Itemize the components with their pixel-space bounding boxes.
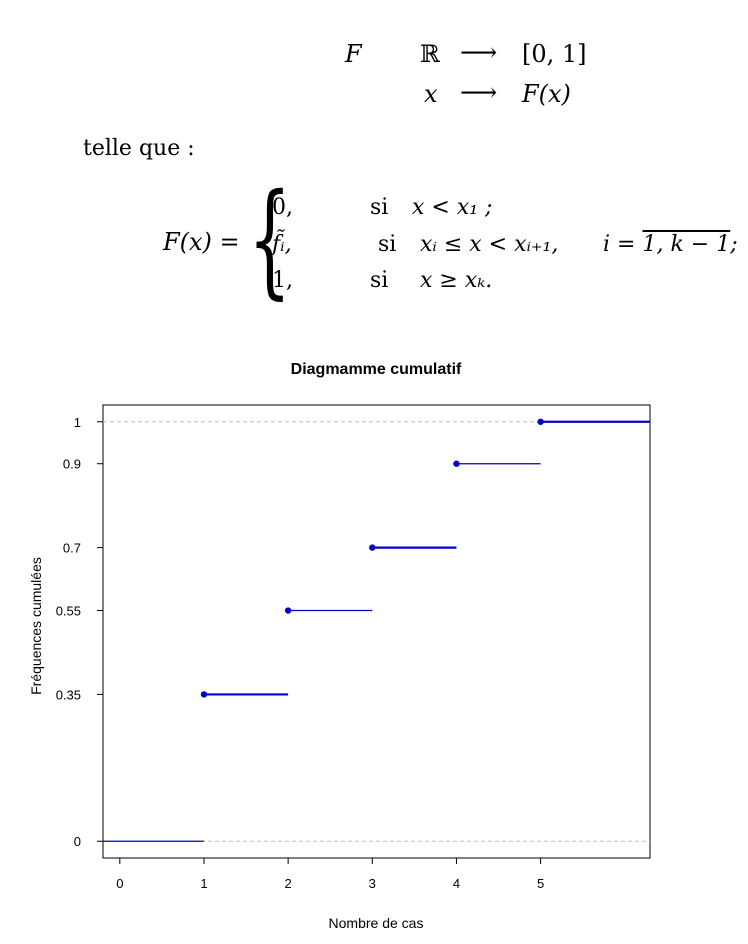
- case-2-index: i = 1, k − 1;: [603, 232, 738, 257]
- y-tick-label-0: 0: [74, 834, 81, 849]
- cumulative-chart: Diagmamme cumulatif 0 0.35 0.55 0.7 0.9 1 0 1 2…: [28, 361, 651, 931]
- x-tick-label-4: 4: [453, 876, 460, 891]
- index-prefix: i =: [603, 232, 643, 257]
- x-axis-label: Nombre de cas: [329, 915, 424, 931]
- x-tick-label-2: 2: [285, 876, 292, 891]
- map-arrow-icon: ⟶: [460, 78, 498, 108]
- step-series: [103, 418, 650, 842]
- y-tick-label-4: 0.9: [63, 457, 81, 472]
- y-axis-label: Fréquences cumulées: [28, 557, 44, 695]
- x-tick-label-1: 1: [200, 876, 207, 891]
- map-function-name: F: [345, 40, 362, 68]
- y-tick-label-3: 0.7: [63, 541, 81, 556]
- step-point-5: [537, 418, 544, 425]
- map-variable: x: [424, 80, 438, 108]
- step-point-4: [453, 460, 460, 467]
- case-3-value: 1,: [272, 268, 293, 293]
- y-tick-label-2: 0.55: [56, 604, 81, 619]
- x-tick-label-0: 0: [116, 876, 123, 891]
- case-3-si: si: [370, 268, 389, 293]
- case-3-condition: x ≥ xₖ.: [420, 268, 493, 293]
- telle-que-text: telle que :: [83, 136, 195, 161]
- step-point-3: [369, 544, 376, 551]
- piecewise-lhs: F(x) =: [163, 228, 240, 256]
- map-codomain: [0, 1]: [522, 40, 587, 68]
- y-axis: 0 0.35 0.55 0.7 0.9 1: [56, 415, 103, 849]
- index-range: 1, k − 1: [642, 232, 731, 257]
- case-1-value: 0,: [272, 195, 293, 220]
- x-tick-label-5: 5: [537, 876, 544, 891]
- step-point-1: [200, 691, 208, 698]
- step-point-2: [284, 607, 292, 614]
- case-1-condition: x < x₁ ;: [412, 195, 493, 220]
- x-tick-label-3: 3: [369, 876, 376, 891]
- plot-frame: [102, 404, 651, 859]
- y-tick-label-5: 1: [74, 415, 81, 430]
- left-brace-icon: {: [248, 168, 292, 312]
- case-1-si: si: [370, 195, 389, 220]
- map-domain: ℝ: [420, 40, 440, 68]
- x-axis: 0 1 2 3 4 5: [116, 858, 544, 891]
- dashed-reference-lines: [103, 421, 650, 842]
- y-tick-label-1: 0.35: [56, 687, 81, 702]
- case-2-condition: xᵢ ≤ x < xᵢ₊₁,: [420, 232, 559, 257]
- index-suffix: ;: [730, 232, 738, 257]
- map-image: F(x): [522, 80, 571, 108]
- map-arrow-icon: ⟶: [460, 38, 498, 68]
- case-2-si: si: [378, 232, 397, 257]
- case-2-value: f̃ᵢ,: [272, 232, 292, 257]
- chart-title: Diagmamme cumulatif: [291, 361, 462, 378]
